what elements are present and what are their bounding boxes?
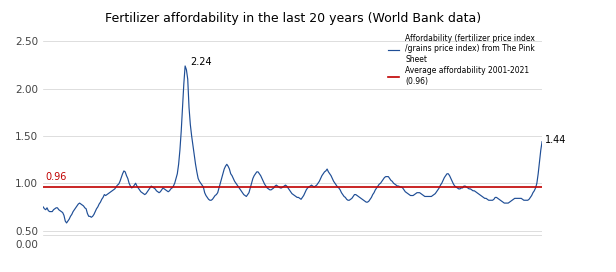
Legend: Affordability (fertilizer price index
/grains price index) from The Pink
Sheet, : Affordability (fertilizer price index /g… (385, 31, 538, 89)
Text: 0.96: 0.96 (46, 172, 67, 183)
Affordability (fertilizer price index
/grains price index) from The Pink
Sheet (538, 140, 546, 143)
Affordability (fertilizer price index
/grains price index) from The Pink
Sheet (472, 190, 479, 193)
Line: Affordability (fertilizer price index
/grains price index) from The Pink
Sheet: Affordability (fertilizer price index /g… (43, 66, 542, 223)
Affordability (fertilizer price index
/grains price index) from The Pink
Sheet (56, 209, 63, 212)
Average affordability 2001-2021
(0.96) (39, 186, 47, 189)
Affordability (fertilizer price index
/grains price index) from The Pink
Sheet (299, 196, 306, 199)
Affordability (fertilizer price index
/grains price index) from The Pink
Sheet (398, 186, 405, 189)
Affordability (fertilizer price index
/grains price index) from The Pink
Sheet (182, 64, 189, 68)
Text: 1.44: 1.44 (545, 135, 566, 144)
Affordability (fertilizer price index
/grains price index) from The Pink
Sheet (63, 221, 70, 225)
Affordability (fertilizer price index
/grains price index) from The Pink
Sheet (39, 205, 47, 209)
Affordability (fertilizer price index
/grains price index) from The Pink
Sheet (537, 149, 545, 152)
Affordability (fertilizer price index
/grains price index) from The Pink
Sheet (73, 204, 81, 208)
Title: Fertilizer affordability in the last 20 years (World Bank data): Fertilizer affordability in the last 20 … (105, 12, 480, 25)
Text: 0.00: 0.00 (15, 240, 38, 250)
Average affordability 2001-2021
(0.96) (41, 186, 48, 189)
Text: 2.24: 2.24 (190, 57, 212, 67)
